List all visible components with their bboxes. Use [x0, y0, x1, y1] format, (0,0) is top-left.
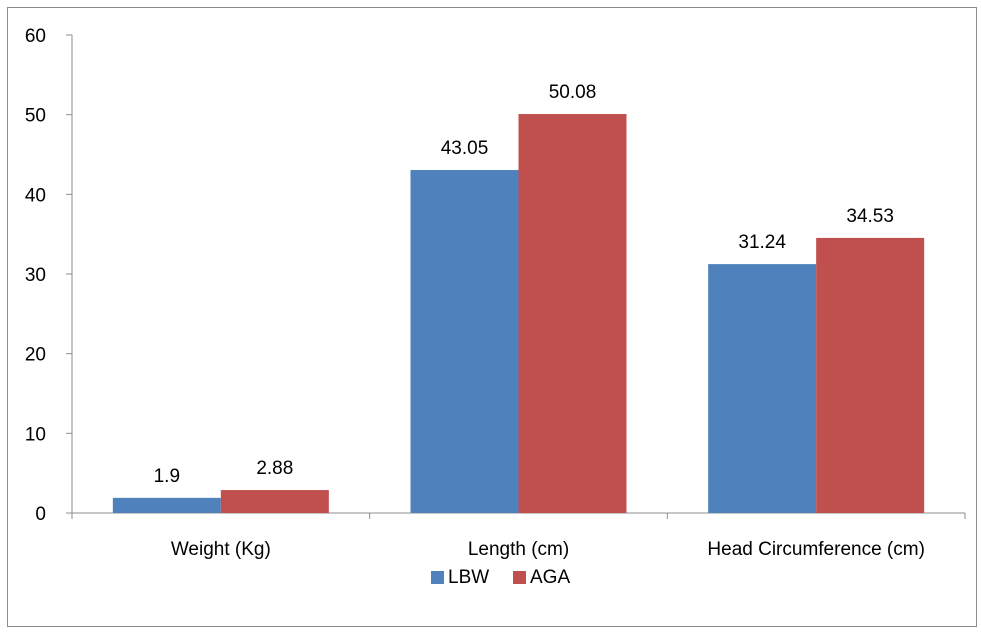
x-tick-label: Head Circumference (cm) [707, 539, 925, 560]
legend-label-aga: AGA [530, 567, 570, 588]
data-label: 31.24 [738, 232, 786, 253]
y-axis: 0 10 20 30 40 50 60 [25, 26, 73, 525]
data-label: 2.88 [256, 458, 293, 479]
data-label: 50.08 [549, 82, 597, 103]
bar-aga-1 [518, 114, 627, 514]
bars [112, 114, 925, 514]
x-axis: Weight (Kg) Length (cm) Head Circumference… [71, 512, 966, 560]
data-labels: 1.9 43.05 31.24 2.88 50.08 34.53 [154, 82, 894, 487]
bar-aga-2 [816, 237, 925, 513]
data-label: 34.53 [846, 206, 894, 227]
bar-lbw-2 [708, 264, 817, 513]
bar-lbw-0 [112, 497, 221, 513]
data-label: 1.9 [154, 466, 180, 487]
y-tick-label: 0 [35, 504, 46, 525]
legend: LBW AGA [431, 567, 570, 588]
y-tick-label: 30 [25, 265, 46, 286]
x-tick-label: Length (cm) [468, 539, 569, 560]
y-tick-label: 50 [25, 106, 46, 127]
legend-swatch-aga [513, 571, 526, 584]
y-tick-label: 10 [25, 424, 46, 445]
y-tick-label: 20 [25, 345, 46, 366]
legend-swatch-lbw [431, 571, 444, 584]
y-tick-label: 40 [25, 185, 46, 206]
bar-lbw-1 [410, 170, 519, 513]
y-tick-label: 60 [25, 26, 46, 47]
legend-label-lbw: LBW [448, 567, 489, 588]
bar-aga-0 [220, 490, 329, 513]
data-label: 43.05 [441, 138, 489, 159]
x-tick-label: Weight (Kg) [171, 539, 271, 560]
